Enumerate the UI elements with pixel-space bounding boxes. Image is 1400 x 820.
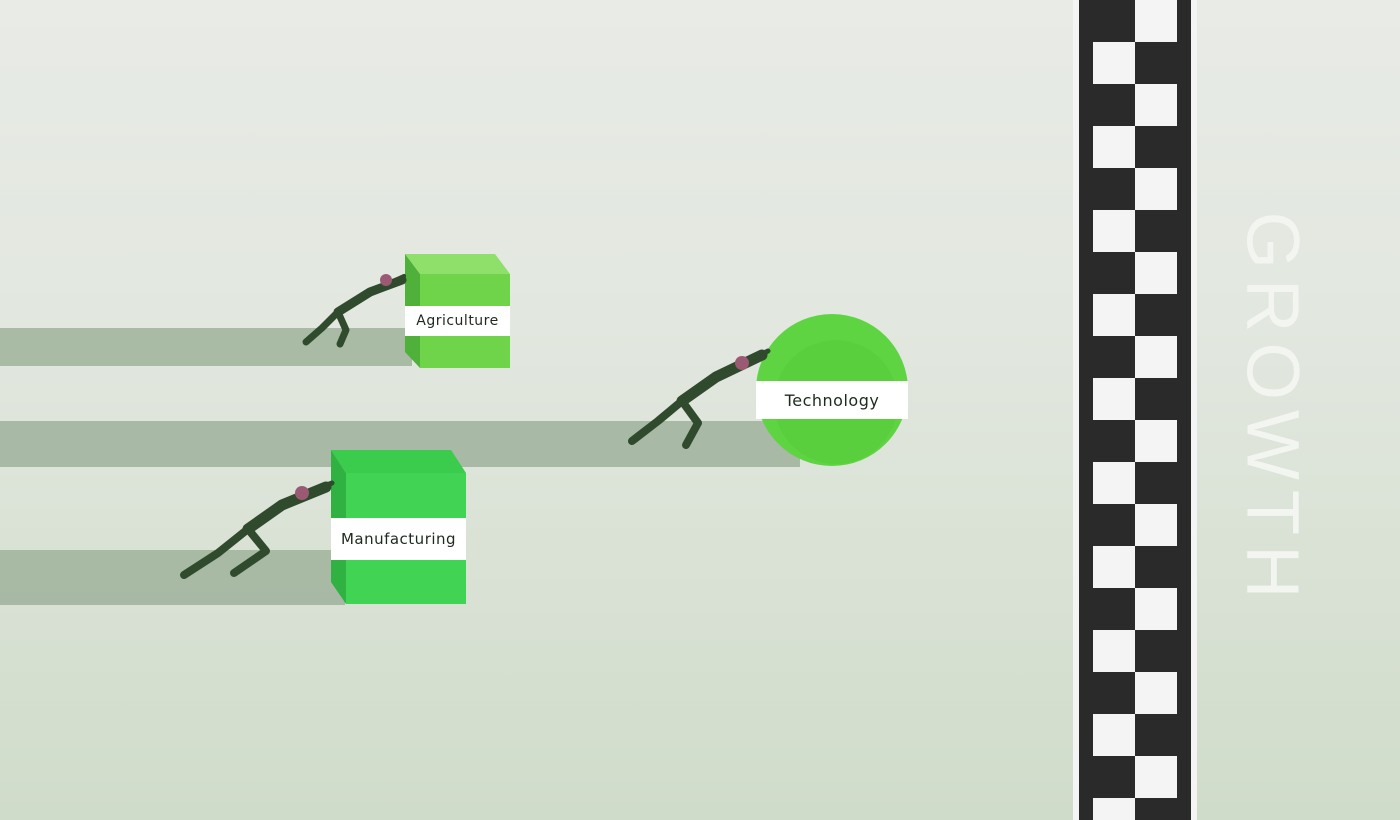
checker-square xyxy=(1135,504,1177,546)
checker-square xyxy=(1093,630,1135,672)
checker-square xyxy=(1135,588,1177,630)
checker-square xyxy=(1135,252,1177,294)
agriculture-label: Agriculture xyxy=(405,306,510,336)
checker-square xyxy=(1135,84,1177,126)
checker-square xyxy=(1135,756,1177,798)
checker-square xyxy=(1093,210,1135,252)
checker-square xyxy=(1093,378,1135,420)
checker-square xyxy=(1135,336,1177,378)
checker-square xyxy=(1093,714,1135,756)
checker-square xyxy=(1135,0,1177,42)
checker-square xyxy=(1093,462,1135,504)
technology-label: Technology xyxy=(756,381,908,419)
checker-square xyxy=(1093,294,1135,336)
manufacturing-label: Manufacturing xyxy=(331,518,466,560)
checker-square xyxy=(1135,420,1177,462)
checker-square xyxy=(1135,672,1177,714)
agriculture-pusher-figure xyxy=(302,274,407,348)
checker-square xyxy=(1093,798,1135,820)
growth-label: GROWTH xyxy=(1231,211,1315,609)
technology-pusher-figure xyxy=(628,348,771,449)
checker-square xyxy=(1093,546,1135,588)
checker-square xyxy=(1135,168,1177,210)
manufacturing-pusher-figure xyxy=(180,480,335,579)
checker-square xyxy=(1093,126,1135,168)
finish-line-checkered xyxy=(1073,0,1197,820)
checker-square xyxy=(1093,42,1135,84)
manufacturing-shadow xyxy=(0,550,345,605)
